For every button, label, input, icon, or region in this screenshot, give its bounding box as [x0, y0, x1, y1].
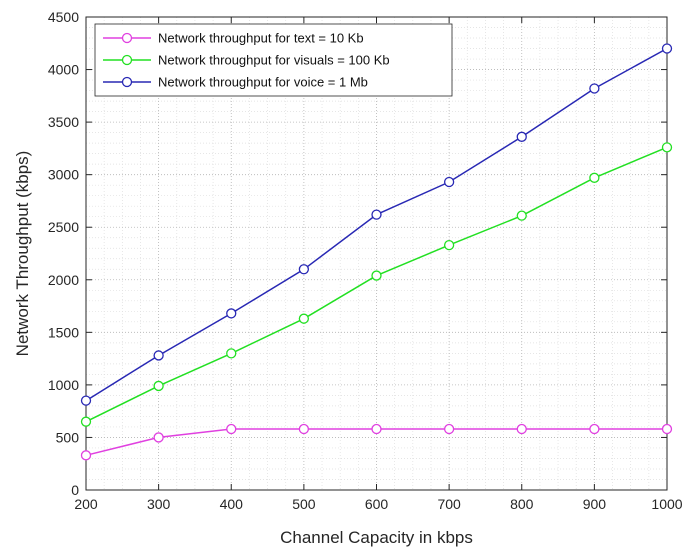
data-point [589, 83, 600, 94]
data-point [443, 176, 455, 188]
y-tick-label: 4500 [48, 9, 79, 25]
x-axis-title: Channel Capacity in kbps [280, 528, 473, 547]
data-point [298, 264, 310, 275]
data-point [443, 423, 455, 435]
x-tick-label: 500 [292, 496, 316, 512]
series-group [80, 43, 673, 461]
y-tick-label: 2000 [48, 272, 79, 288]
data-point [661, 423, 673, 435]
y-axis-title: Network Throughput (kbps) [13, 151, 32, 357]
y-tick-label: 4000 [48, 62, 79, 78]
data-point [153, 432, 164, 443]
legend-item: Network throughput for visuals = 100 Kb [103, 53, 390, 68]
data-point [80, 416, 92, 427]
legend-marker [121, 54, 133, 66]
legend: Network throughput for text = 10 Kb Netwo… [94, 23, 453, 97]
x-tick-label: 400 [220, 496, 244, 512]
y-tick-label: 500 [56, 429, 80, 445]
data-point [226, 308, 237, 319]
legend-box [94, 23, 453, 97]
data-point [298, 313, 310, 324]
x-tick-label: 300 [147, 496, 171, 512]
data-point [589, 423, 600, 435]
y-tick-label: 3000 [48, 167, 79, 183]
x-tick-label: 800 [510, 496, 534, 512]
data-point [298, 423, 310, 435]
data-point [153, 350, 164, 361]
data-point [661, 142, 673, 153]
legend-label: Network throughput for voice = 1 Mb [158, 75, 368, 90]
series-3 [80, 43, 673, 406]
x-tick-label: 1000 [651, 496, 682, 512]
series-2 [80, 142, 673, 427]
y-tick-label: 2500 [48, 219, 79, 235]
legend-marker [121, 76, 133, 88]
legend-marker [121, 32, 133, 44]
series-1 [80, 423, 673, 461]
legend-label: Network throughput for visuals = 100 Kb [158, 53, 390, 68]
legend-item: Network throughput for voice = 1 Mb [103, 75, 368, 90]
data-point [516, 423, 527, 435]
data-point [371, 270, 382, 281]
data-point [661, 43, 673, 54]
x-tick-label: 900 [583, 496, 607, 512]
y-tick-label: 3500 [48, 114, 79, 130]
x-tick-label: 700 [437, 496, 461, 512]
data-point [589, 172, 600, 183]
data-point [371, 423, 382, 435]
y-tick-label: 0 [71, 482, 79, 498]
y-tick-label: 1000 [48, 377, 79, 393]
data-point [80, 450, 92, 461]
y-tick-label: 1500 [48, 324, 79, 340]
x-tick-label: 200 [74, 496, 98, 512]
data-point [80, 395, 92, 406]
axis-ticks: 200 300 400 500 600 700 800 900 1000 0 500 1000 1500… [48, 9, 683, 512]
data-point [516, 210, 527, 221]
x-tick-label: 600 [365, 496, 389, 512]
data-point [226, 348, 237, 359]
data-point [443, 239, 455, 251]
data-point [371, 209, 382, 220]
legend-item: Network throughput for text = 10 Kb [103, 31, 364, 46]
legend-label: Network throughput for text = 10 Kb [158, 31, 364, 46]
data-point [226, 423, 237, 435]
data-point [516, 131, 527, 142]
data-point [153, 380, 164, 392]
